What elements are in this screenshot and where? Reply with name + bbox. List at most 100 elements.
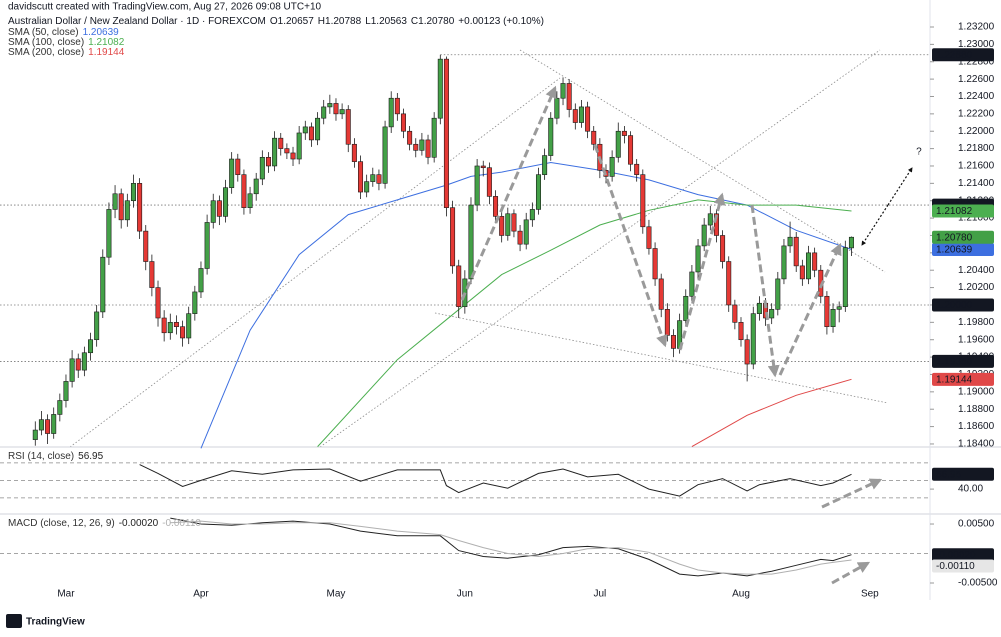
indicator-value: -0.00110 xyxy=(162,518,201,529)
candle xyxy=(63,374,69,408)
candle-body xyxy=(358,161,364,193)
candle xyxy=(235,153,241,182)
candle xyxy=(223,179,229,223)
candle-body xyxy=(572,109,578,123)
candle xyxy=(173,315,179,335)
candle-body xyxy=(235,158,241,175)
candle-body xyxy=(321,106,327,119)
candle-body xyxy=(486,167,492,197)
legend-value: 1.20639 xyxy=(83,27,120,38)
candle-body xyxy=(523,219,529,245)
candle-body xyxy=(376,174,382,184)
candle-body xyxy=(443,58,449,208)
candle-body xyxy=(57,400,63,415)
legend-name: SMA (100, close) xyxy=(8,37,84,48)
candle xyxy=(474,159,480,212)
candle xyxy=(100,249,106,318)
candle xyxy=(278,132,284,156)
candle-body xyxy=(143,230,149,262)
candle-body xyxy=(186,313,192,339)
candle xyxy=(824,291,830,335)
candle-body xyxy=(585,106,591,132)
candle xyxy=(167,313,173,340)
candle xyxy=(499,209,505,243)
candle-body xyxy=(327,103,333,108)
indicator-badge: 56.95 xyxy=(932,467,994,481)
candle xyxy=(578,99,584,128)
x-tick-label: Jun xyxy=(457,589,473,600)
candle xyxy=(413,138,419,158)
candle-body xyxy=(63,381,69,401)
credit: davidscutt created with TradingView.com,… xyxy=(8,2,322,13)
trend-line xyxy=(519,49,886,273)
candle-body xyxy=(32,429,38,440)
candle-body xyxy=(296,132,302,160)
candle-body xyxy=(431,117,437,158)
candle xyxy=(756,296,762,321)
x-tick-label: Jul xyxy=(593,589,606,600)
candle xyxy=(290,146,296,166)
candle xyxy=(124,193,130,227)
candle-body xyxy=(756,302,762,314)
candle xyxy=(272,131,278,172)
candle xyxy=(486,162,492,205)
candle-body xyxy=(345,109,351,145)
candle-body xyxy=(830,309,836,327)
candle xyxy=(732,299,738,330)
candle xyxy=(621,126,627,144)
candle xyxy=(720,230,726,269)
candle xyxy=(517,225,523,252)
candle-body xyxy=(100,256,106,313)
candle xyxy=(364,174,370,198)
candle xyxy=(198,261,204,299)
price-badge: 1.20780 xyxy=(932,230,994,244)
candle xyxy=(394,93,400,121)
y-tick-label: 1.22400 xyxy=(958,91,995,102)
candle-body xyxy=(75,358,81,371)
legend-value: 1.19144 xyxy=(88,47,125,58)
candle-body xyxy=(180,326,186,339)
candle-body xyxy=(69,358,75,382)
indicator-value: 56.95 xyxy=(78,451,103,462)
candle-body xyxy=(670,335,676,349)
candle xyxy=(799,259,805,286)
change: +0.00123 (+0.10%) xyxy=(458,16,544,27)
candle xyxy=(670,329,676,358)
candle xyxy=(333,98,339,121)
candle xyxy=(45,414,51,444)
level-badge-box xyxy=(932,354,994,368)
candle-body xyxy=(149,261,155,288)
symbol: Australian Dollar / New Zealand Dollar ·… xyxy=(8,16,266,27)
candle-body xyxy=(259,156,265,180)
y-tick-label: 1.18400 xyxy=(958,439,995,450)
candle xyxy=(382,120,388,189)
candle-body xyxy=(726,261,732,306)
level-badge-box xyxy=(932,298,994,312)
candle-body xyxy=(658,278,664,310)
candle-body xyxy=(81,352,87,371)
candle xyxy=(308,122,314,147)
indicator-badge: -0.00020 xyxy=(932,548,994,562)
candle xyxy=(302,120,308,140)
candle xyxy=(339,103,345,120)
sma-badge-label: 1.19144 xyxy=(936,374,973,385)
drawn-arrow xyxy=(821,478,883,509)
y-tick-label: 1.21000 xyxy=(958,213,995,224)
candle xyxy=(750,306,756,370)
candle-body xyxy=(370,174,376,182)
candle xyxy=(738,317,744,347)
candle xyxy=(437,54,443,125)
candle xyxy=(805,245,811,285)
candle-body xyxy=(738,322,744,341)
candle-body xyxy=(302,126,308,134)
logo-icon xyxy=(6,614,22,628)
indicator-value: -0.00020 xyxy=(119,518,159,529)
indicator-title: RSI (14, close) xyxy=(8,451,74,462)
candle xyxy=(775,271,781,316)
candle-body xyxy=(468,204,474,280)
candle-body xyxy=(112,193,118,210)
candle-body xyxy=(290,152,296,160)
sma-badge-box xyxy=(932,372,994,386)
candle xyxy=(554,91,560,125)
indicator-line xyxy=(170,520,852,575)
